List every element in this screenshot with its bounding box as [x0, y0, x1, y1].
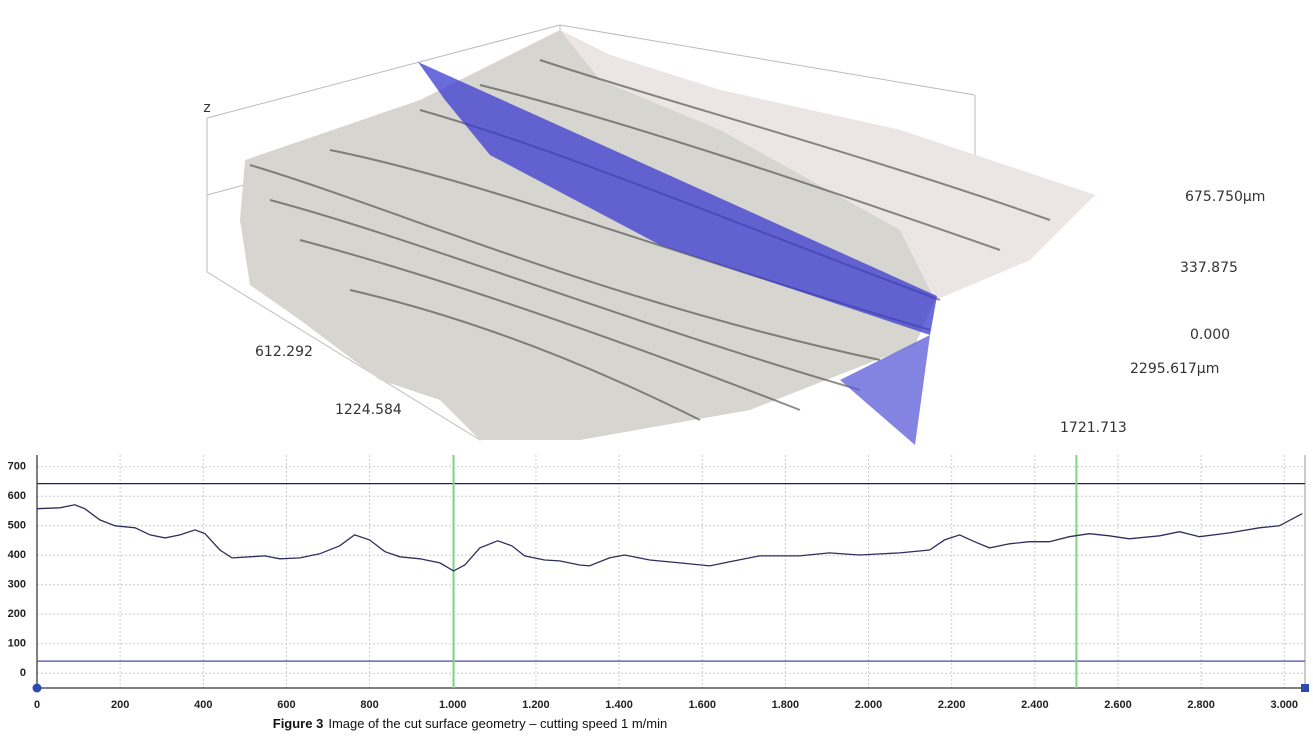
- x-tick-label: 600: [277, 699, 295, 711]
- x-tick-label: 1.000: [439, 699, 467, 711]
- y-tick-label: 600: [8, 490, 26, 502]
- end-handle: [1301, 684, 1309, 692]
- y-tick-label: 500: [8, 520, 26, 532]
- y-tick-label: 1721.713: [1060, 420, 1127, 436]
- z-tick-label: 675.750µm: [1185, 189, 1265, 205]
- z-tick-label: 0.000: [1190, 327, 1230, 343]
- y-tick-label: 200: [8, 608, 26, 620]
- x-tick-label: 612.292: [255, 344, 313, 360]
- x-tick-label: 1.600: [688, 699, 716, 711]
- x-tick-label: 2.400: [1021, 699, 1049, 711]
- x-tick-label: 1.800: [772, 699, 800, 711]
- x-tick-label: 1.400: [605, 699, 633, 711]
- y-tick-label: 700: [8, 461, 26, 473]
- x-tick-label: 2.000: [855, 699, 883, 711]
- y-tick-label: 100: [8, 638, 26, 650]
- x-tick-label: 400: [194, 699, 212, 711]
- caption-label: Figure 3: [273, 716, 324, 731]
- x-tick-label: 2.800: [1187, 699, 1215, 711]
- surface-3d: [207, 25, 1095, 445]
- x-tick-label: 1224.584: [335, 402, 402, 418]
- start-handle: [33, 684, 42, 693]
- x-tick-label: 1.200: [522, 699, 550, 711]
- y-tick-label: 300: [8, 579, 26, 591]
- figure: 0 100 200 300 400 500 600 700 0 200 400 600 800 1.000…: [0, 0, 1313, 738]
- x-tick-label: 2.600: [1104, 699, 1132, 711]
- profile-chart: 0 100 200 300 400 500 600 700 0 200 400 600 800 1.000…: [8, 455, 1309, 711]
- caption: Figure 3 Image of the cut surface geometr…: [273, 716, 667, 731]
- z-axis-label: z: [203, 100, 210, 116]
- x-tick-label: 200: [111, 699, 129, 711]
- x-tick-label: 2.200: [938, 699, 966, 711]
- x-tick-label: 800: [360, 699, 378, 711]
- profile-line: [37, 505, 1302, 571]
- y-tick-label: 400: [8, 549, 26, 561]
- x-tick-label: 0: [34, 699, 40, 711]
- y-tick-label: 0: [20, 667, 26, 679]
- caption-text: Image of the cut surface geometry – cutt…: [328, 716, 667, 731]
- x-tick-label: 3.000: [1271, 699, 1299, 711]
- z-tick-label: 337.875: [1180, 260, 1238, 276]
- y-tick-label: 2295.617µm: [1130, 361, 1219, 377]
